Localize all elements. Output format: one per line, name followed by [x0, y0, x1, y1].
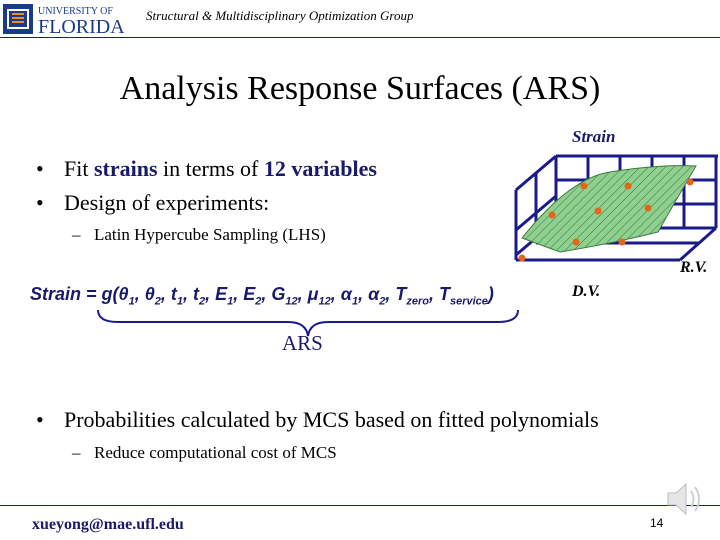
- sample-point: [594, 207, 602, 215]
- speaker-icon[interactable]: [662, 476, 708, 522]
- sample-point: [618, 238, 626, 246]
- sample-point: [548, 211, 556, 219]
- group-title: Structural & Multidisciplinary Optimizat…: [146, 8, 414, 23]
- eq-term: , G: [261, 284, 286, 304]
- slide-title: Analysis Response Surfaces (ARS): [119, 70, 601, 107]
- eq-sub: 1: [227, 295, 234, 308]
- eq-sub: 2: [379, 295, 386, 308]
- eq-term: θ: [118, 284, 129, 304]
- highlight-strains: strains: [93, 156, 158, 181]
- eq-term: ): [487, 284, 494, 304]
- ars-label: ARS: [282, 331, 323, 355]
- sample-points: [518, 178, 694, 262]
- eq-sub: 12: [285, 295, 298, 308]
- bullet-probabilities: • Probabilities calculated by MCS based o…: [36, 407, 599, 433]
- eq-sub: 12: [318, 295, 331, 308]
- eq-sub: 1: [351, 295, 359, 308]
- eq-term: , T: [428, 284, 450, 304]
- axis-label-rv: R.V.: [680, 259, 708, 276]
- sample-point: [518, 254, 526, 262]
- bullet-text: Design of experiments:: [64, 190, 270, 215]
- sample-point: [686, 178, 694, 186]
- eq-sub: 2: [198, 295, 206, 308]
- underbrace: [97, 309, 519, 337]
- bullet-text-mid: in terms of: [157, 156, 264, 181]
- dash-glyph: –: [72, 443, 81, 462]
- bullet-glyph: •: [36, 190, 44, 215]
- sample-point: [572, 238, 580, 246]
- subbullet-text: Reduce computational cost of MCS: [94, 443, 337, 462]
- header-divider: [0, 37, 720, 38]
- subbullet-lhs: – Latin Hypercube Sampling (LHS): [72, 225, 326, 245]
- footer-divider: [0, 505, 720, 506]
- university-of-florida-logo: UNIVERSITY OF FLORIDA: [3, 4, 124, 36]
- eq-term: , α: [358, 284, 380, 304]
- page-number: 14: [650, 516, 664, 530]
- eq-term: , μ: [297, 284, 319, 304]
- response-surface-figure: [514, 154, 718, 262]
- sample-point: [624, 182, 632, 190]
- dash-glyph: –: [72, 225, 81, 244]
- svg-text:FLORIDA: FLORIDA: [38, 16, 124, 36]
- sample-point: [644, 204, 652, 212]
- bullet-fit-strains: • Fit strains in terms of 12 variables: [36, 156, 377, 182]
- eq-sub: zero: [406, 295, 429, 308]
- eq-term: , T: [385, 284, 407, 304]
- bullet-design-of-experiments: • Design of experiments:: [36, 190, 269, 216]
- eq-sub: 2: [255, 295, 262, 308]
- eq-term: , α: [330, 284, 352, 304]
- axis-label-strain: Strain: [572, 127, 616, 146]
- bullet-glyph: •: [36, 156, 44, 181]
- eq-term: , E: [205, 284, 228, 304]
- eq-term: , E: [233, 284, 256, 304]
- sample-point: [580, 182, 588, 190]
- eq-sub: service: [449, 295, 488, 308]
- svg-text:UNIVERSITY OF: UNIVERSITY OF: [38, 6, 113, 17]
- eq-sub: 2: [154, 295, 161, 308]
- fitted-surface: [521, 165, 697, 253]
- eq-term: , t: [160, 284, 177, 304]
- bullet-text: Probabilities calculated by MCS based on…: [64, 407, 599, 432]
- eq-sub: 1: [176, 295, 183, 308]
- highlight-12-variables: 12 variables: [263, 156, 377, 181]
- bullet-text-prefix: Fit: [64, 156, 94, 181]
- footer-email: xueyong@mae.ufl.edu: [32, 516, 184, 533]
- subbullet-text: Latin Hypercube Sampling (LHS): [94, 225, 326, 244]
- strain-equation: Strain = g(θ1, θ2, t1, t2, E1, E2, G12, …: [30, 284, 494, 308]
- bullet-glyph: •: [36, 407, 44, 432]
- eq-term: , θ: [134, 284, 155, 304]
- eq-term: , t: [182, 284, 199, 304]
- axis-label-dv: D.V.: [572, 283, 601, 300]
- eq-sub: 1: [128, 295, 135, 308]
- subbullet-reduce-cost: – Reduce computational cost of MCS: [72, 443, 337, 463]
- equation-lhs: Strain = g(: [30, 284, 119, 304]
